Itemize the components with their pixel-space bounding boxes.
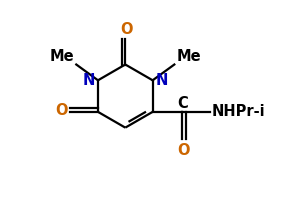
Text: O: O xyxy=(178,143,190,158)
Text: N: N xyxy=(83,72,95,87)
Text: Me: Me xyxy=(176,48,201,63)
Text: O: O xyxy=(55,103,67,118)
Text: C: C xyxy=(177,95,188,110)
Text: N: N xyxy=(155,72,168,87)
Text: NHPr-i: NHPr-i xyxy=(212,104,266,119)
Text: Me: Me xyxy=(50,48,74,63)
Text: O: O xyxy=(121,22,133,37)
